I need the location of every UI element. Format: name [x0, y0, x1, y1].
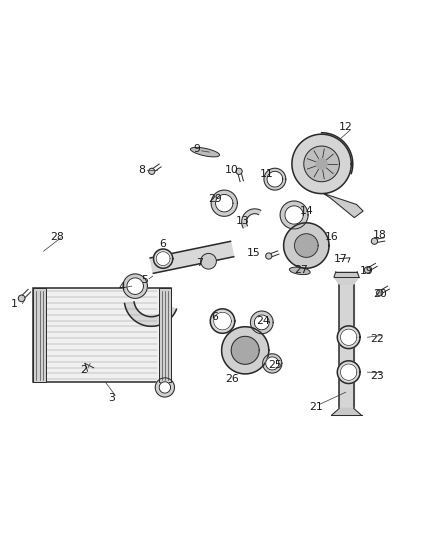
Text: 1: 1 — [11, 298, 17, 309]
Polygon shape — [264, 168, 286, 190]
Polygon shape — [284, 223, 329, 268]
Polygon shape — [316, 158, 327, 169]
Text: 4: 4 — [119, 282, 126, 293]
Text: 12: 12 — [339, 122, 353, 132]
Polygon shape — [285, 206, 303, 224]
Circle shape — [148, 168, 155, 174]
Text: 2: 2 — [80, 366, 87, 375]
Polygon shape — [215, 195, 233, 212]
Text: 18: 18 — [373, 230, 387, 240]
Polygon shape — [153, 249, 173, 268]
Bar — [33, 288, 171, 382]
Polygon shape — [267, 171, 283, 187]
Text: 7: 7 — [196, 258, 203, 268]
Polygon shape — [334, 277, 359, 284]
Polygon shape — [263, 354, 282, 373]
Text: 6: 6 — [159, 239, 166, 249]
Polygon shape — [339, 284, 354, 408]
Text: 23: 23 — [370, 370, 384, 381]
Polygon shape — [156, 252, 170, 265]
Polygon shape — [337, 326, 360, 349]
Text: 27: 27 — [294, 265, 308, 275]
Polygon shape — [324, 193, 363, 217]
Text: 24: 24 — [257, 316, 270, 326]
Text: 15: 15 — [247, 247, 261, 257]
Polygon shape — [124, 302, 177, 326]
Polygon shape — [292, 134, 351, 193]
Polygon shape — [280, 201, 308, 229]
Bar — [33, 288, 46, 382]
Polygon shape — [214, 312, 231, 330]
Polygon shape — [254, 315, 269, 330]
Polygon shape — [210, 309, 235, 333]
Text: 26: 26 — [225, 374, 239, 384]
Text: 19: 19 — [360, 266, 374, 276]
Circle shape — [364, 267, 371, 273]
Text: 17: 17 — [333, 254, 347, 264]
Ellipse shape — [191, 147, 219, 157]
Circle shape — [266, 253, 272, 259]
Text: 25: 25 — [268, 360, 282, 370]
Text: 10: 10 — [225, 165, 239, 175]
Polygon shape — [340, 364, 357, 381]
Text: 3: 3 — [109, 393, 116, 403]
Text: 28: 28 — [50, 232, 64, 242]
Text: 6: 6 — [211, 312, 218, 322]
Text: 13: 13 — [236, 216, 250, 225]
Circle shape — [18, 295, 25, 302]
Ellipse shape — [290, 267, 310, 274]
Bar — [159, 288, 171, 382]
Text: 11: 11 — [260, 169, 274, 179]
Polygon shape — [332, 408, 361, 415]
Polygon shape — [127, 278, 144, 294]
Text: 21: 21 — [309, 402, 323, 412]
Polygon shape — [222, 327, 269, 374]
Circle shape — [236, 168, 242, 174]
Text: 5: 5 — [141, 276, 148, 286]
Circle shape — [201, 253, 216, 269]
Text: 8: 8 — [138, 165, 145, 175]
Polygon shape — [123, 274, 148, 298]
Polygon shape — [155, 378, 174, 397]
Text: 29: 29 — [208, 194, 223, 204]
Text: 16: 16 — [325, 232, 339, 242]
Polygon shape — [340, 329, 357, 345]
Text: 9: 9 — [194, 144, 201, 155]
Polygon shape — [231, 336, 259, 364]
Polygon shape — [251, 311, 273, 334]
Polygon shape — [266, 357, 279, 370]
Text: 20: 20 — [373, 288, 387, 298]
Polygon shape — [150, 241, 234, 273]
Circle shape — [377, 289, 383, 296]
Polygon shape — [334, 272, 359, 277]
Polygon shape — [304, 146, 339, 182]
Text: 22: 22 — [370, 334, 384, 344]
Polygon shape — [211, 190, 237, 216]
Polygon shape — [337, 361, 360, 384]
Circle shape — [371, 238, 378, 244]
Text: 14: 14 — [300, 206, 313, 216]
Polygon shape — [242, 209, 261, 228]
Polygon shape — [159, 382, 170, 393]
Polygon shape — [294, 234, 318, 257]
